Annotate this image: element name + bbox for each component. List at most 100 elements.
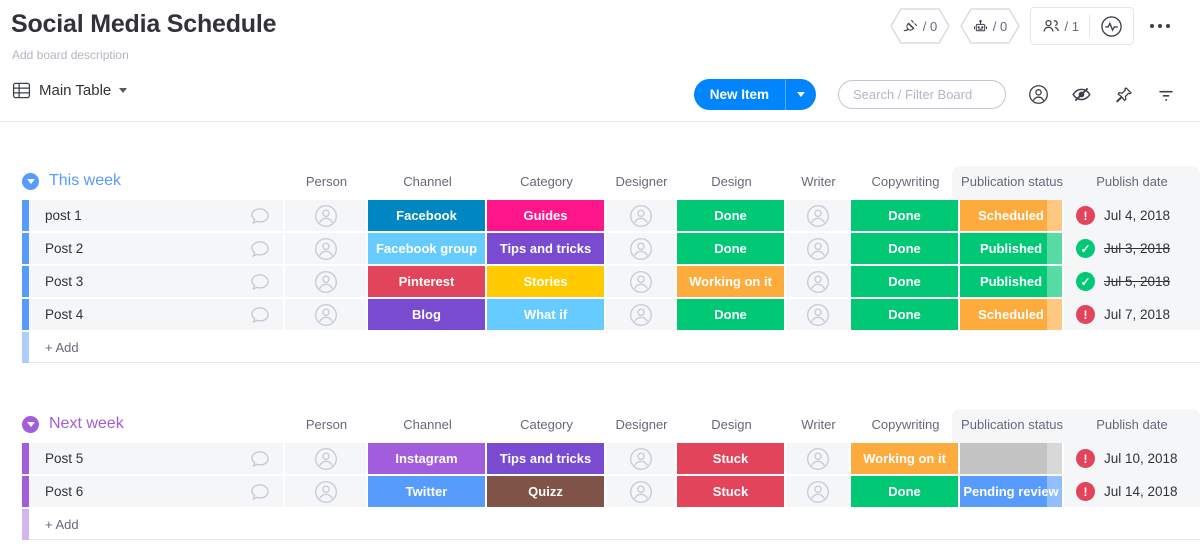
search-input[interactable] [838,80,1006,109]
design-status-cell[interactable]: Done [677,233,786,264]
category-cell[interactable]: Guides [487,200,606,231]
speech-bubble-icon[interactable] [249,304,271,326]
channel-cell[interactable]: Instagram [368,443,487,474]
publish-date-cell[interactable]: ! Jul 7, 2018 [1064,299,1200,330]
column-header-publish-date[interactable]: Publish date [1096,416,1168,432]
column-header-writer[interactable]: Writer [801,416,836,432]
filter-button[interactable] [1156,85,1176,105]
item-name-cell[interactable]: Post 5 [29,443,285,474]
publication-status-cell[interactable]: Published [960,266,1064,297]
person-cell[interactable] [285,200,368,231]
writer-cell[interactable] [786,476,851,507]
new-item-dropdown-button[interactable] [786,92,816,97]
item-name-cell[interactable]: Post 6 [29,476,285,507]
add-item-row[interactable]: + Add [22,509,1200,540]
design-status-cell[interactable]: Done [677,200,786,231]
person-cell[interactable] [285,476,368,507]
column-header-channel[interactable]: Channel [403,173,452,189]
person-cell[interactable] [285,266,368,297]
publish-date-cell[interactable]: ! Jul 14, 2018 [1064,476,1200,507]
column-header-category[interactable]: Category [520,173,573,189]
copywriting-status-cell[interactable]: Done [851,200,960,231]
board-menu-button[interactable] [1144,24,1176,28]
publication-status-cell[interactable]: Pending review [960,476,1064,507]
designer-cell[interactable] [606,476,677,507]
category-cell[interactable]: Tips and tricks [487,233,606,264]
speech-bubble-icon[interactable] [249,448,271,470]
publication-status-cell[interactable]: Scheduled [960,200,1064,231]
designer-cell[interactable] [606,443,677,474]
category-cell[interactable]: Tips and tricks [487,443,606,474]
column-header-design[interactable]: Design [711,173,752,189]
design-status-cell[interactable]: Done [677,299,786,330]
publication-status-cell[interactable] [960,443,1064,474]
channel-cell[interactable]: Facebook [368,200,487,231]
column-header-copywriting[interactable]: Copywriting [871,173,940,189]
copywriting-status-cell[interactable]: Done [851,233,960,264]
channel-cell[interactable]: Twitter [368,476,487,507]
view-switcher[interactable]: Main Table [12,81,128,100]
copywriting-status-cell[interactable]: Done [851,299,960,330]
board-description[interactable]: Add board description [12,48,129,62]
publish-date-cell[interactable]: ! Jul 4, 2018 [1064,200,1200,231]
add-item-row[interactable]: + Add [22,332,1200,363]
category-cell[interactable]: Stories [487,266,606,297]
hidden-columns-button[interactable] [1071,84,1092,105]
designer-cell[interactable] [606,299,677,330]
group-title[interactable]: This week [49,172,122,189]
integrations-badge[interactable]: / 0 [890,8,950,44]
column-header-copywriting[interactable]: Copywriting [871,416,940,432]
subscribers-button[interactable]: / 1 [1041,16,1079,36]
publish-date-cell[interactable]: ✓ Jul 5, 2018 [1064,266,1200,297]
column-header-publication-status[interactable]: Publication status [961,416,1063,432]
column-header-designer[interactable]: Designer [615,416,668,432]
item-name-cell[interactable]: Post 4 [29,299,285,330]
category-cell[interactable]: Quizz [487,476,606,507]
designer-cell[interactable] [606,266,677,297]
publication-status-cell[interactable]: Scheduled [960,299,1064,330]
writer-cell[interactable] [786,443,851,474]
design-status-cell[interactable]: Working on it [677,266,786,297]
column-header-person[interactable]: Person [305,416,348,432]
publish-date-cell[interactable]: ✓ Jul 3, 2018 [1064,233,1200,264]
column-header-person[interactable]: Person [305,173,348,189]
column-header-design[interactable]: Design [711,416,752,432]
group-title[interactable]: Next week [49,415,124,432]
column-header-channel[interactable]: Channel [403,416,452,432]
item-name-cell[interactable]: Post 2 [29,233,285,264]
publish-date-cell[interactable]: ! Jul 10, 2018 [1064,443,1200,474]
add-item-button[interactable]: + Add [29,332,1200,363]
publication-status-cell[interactable]: Published [960,233,1064,264]
item-name-cell[interactable]: Post 3 [29,266,285,297]
collapse-group-icon[interactable] [22,172,39,190]
channel-cell[interactable]: Pinterest [368,266,487,297]
pin-button[interactable] [1114,85,1134,105]
category-cell[interactable]: What if [487,299,606,330]
column-header-publication-status[interactable]: Publication status [961,173,1063,189]
speech-bubble-icon[interactable] [249,238,271,260]
column-header-publish-date[interactable]: Publish date [1096,173,1168,189]
channel-cell[interactable]: Facebook group [368,233,487,264]
person-filter-button[interactable] [1028,84,1049,105]
person-cell[interactable] [285,443,368,474]
copywriting-status-cell[interactable]: Working on it [851,443,960,474]
person-cell[interactable] [285,233,368,264]
speech-bubble-icon[interactable] [249,481,271,503]
add-item-button[interactable]: + Add [29,509,1200,540]
automations-badge[interactable]: / 0 [960,8,1020,44]
speech-bubble-icon[interactable] [249,271,271,293]
column-header-category[interactable]: Category [520,416,573,432]
speech-bubble-icon[interactable] [249,205,271,227]
item-name-cell[interactable]: post 1 [29,200,285,231]
writer-cell[interactable] [786,299,851,330]
designer-cell[interactable] [606,233,677,264]
design-status-cell[interactable]: Stuck [677,476,786,507]
person-cell[interactable] [285,299,368,330]
column-header-writer[interactable]: Writer [801,173,836,189]
writer-cell[interactable] [786,200,851,231]
pulse-icon[interactable] [1100,15,1123,38]
channel-cell[interactable]: Blog [368,299,487,330]
copywriting-status-cell[interactable]: Done [851,476,960,507]
new-item-button[interactable]: New Item [693,79,816,110]
board-title[interactable]: Social Media Schedule [11,10,277,38]
